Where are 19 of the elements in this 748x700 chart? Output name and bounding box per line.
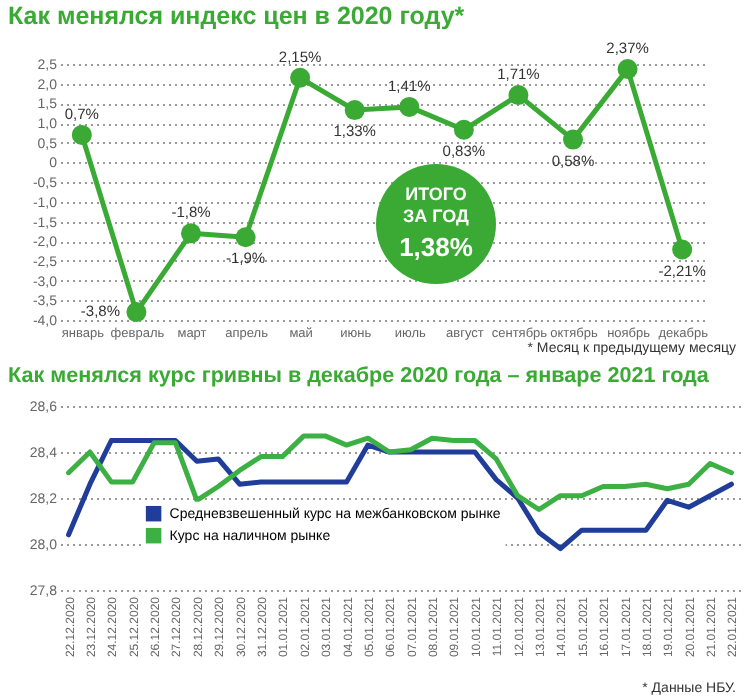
point (344, 100, 365, 121)
point (453, 119, 474, 140)
point (126, 302, 147, 323)
point (563, 129, 584, 150)
point (399, 96, 420, 117)
annotation: 1,38% (397, 232, 475, 264)
chart-title: Как менялся курс гривны в декабре 2020 года – январе 2021 года (8, 364, 711, 389)
annotation: ИТОГО (403, 184, 469, 206)
annotation: ЗА ГОД (401, 206, 471, 228)
line-series (66, 438, 734, 552)
point (617, 59, 638, 80)
chart-title: Как менялся индекс цен в 2020 году* (8, 2, 465, 31)
circle-badge: ИТОГО ЗА ГОД 1,38% (376, 164, 496, 284)
point (235, 227, 256, 248)
point (71, 124, 92, 145)
point (290, 67, 311, 88)
point (672, 239, 693, 260)
point (508, 85, 529, 106)
point (180, 223, 201, 244)
